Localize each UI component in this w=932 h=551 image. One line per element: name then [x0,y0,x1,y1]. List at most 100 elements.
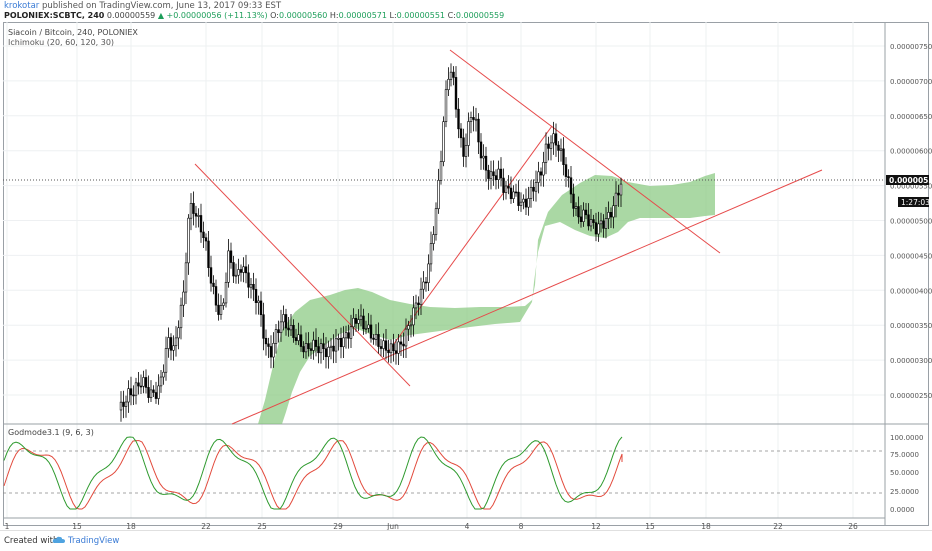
candle-body [274,329,278,344]
candle-body [522,198,525,203]
candle-body [194,213,198,217]
candle-body [442,121,445,163]
tradingview-brand[interactable]: TradingView [68,536,120,546]
candle-body [327,346,330,358]
trendline-up-2 [231,169,823,425]
candle-body [199,215,203,233]
candle-body [569,177,573,195]
current-price-tag [886,175,929,185]
time-tick-label: 25 [257,522,267,531]
candle-body [519,201,523,206]
price-tick-label: 0.00000300 [890,357,932,365]
candle-body [547,143,550,149]
time-tick-label: 1 [5,522,10,531]
candle-body [497,168,500,180]
time-tick-label: 12 [591,522,601,531]
candle-body [164,348,168,373]
candle-body [549,142,553,149]
price-tick-label: 0.00000250 [890,392,932,400]
candle-body [447,78,450,91]
price-tick-label: 0.00000350 [890,322,932,330]
candle-body [412,307,415,326]
candle-body [374,334,378,340]
candle-body [399,341,403,345]
candle-body [222,302,225,306]
price-tick-label: 0.00000400 [890,287,932,295]
candle-body [289,324,293,331]
candle-body [244,266,248,274]
candle-body [352,317,355,328]
candle-body [384,340,388,351]
candle-body [152,389,155,393]
candle-body [517,191,520,206]
candle-body [414,302,418,309]
time-tick-label: Jun [386,522,399,531]
ohlc-o-label: O: [270,11,279,20]
candle-body [509,187,513,199]
candle-body [542,162,545,176]
candle-body [472,117,475,120]
candle-body [159,376,163,387]
candle-body [459,128,463,139]
candle-body [137,382,140,387]
candle-body [572,193,575,209]
price-axis[interactable]: 0.00000750 0.00000700 0.00000650 0.00000600… [890,43,932,400]
candle-body [342,337,345,348]
author-link[interactable]: krokotar [4,1,40,11]
candle-body [602,220,605,229]
candle-body [382,340,385,349]
chart-frame[interactable] [3,22,929,526]
candle-body [262,314,265,339]
candle-body [344,332,348,339]
candle-body [464,145,468,157]
candle-body [487,169,490,179]
candle-body [347,332,350,339]
candle-body [359,315,363,320]
candle-body [319,343,323,354]
candle-body [617,192,620,196]
countdown-tag-text: 1:27:03 [901,198,930,207]
candle-body [379,346,383,349]
candle-body [309,348,313,351]
candle-body [142,377,145,387]
ohlc-h-value: 0.00000571 [338,11,387,20]
candle-body [502,177,505,193]
candle-body [609,212,613,218]
trendline-down-1 [194,163,411,387]
trendline-up-1 [387,125,553,353]
candle-body [292,324,295,338]
candle-body [282,314,285,323]
candle-body [492,171,495,176]
ohlc-o-value: 0.00000560 [278,11,328,20]
ohlc-h-label: H: [329,11,339,20]
candle-body [174,337,178,347]
candle-body [119,401,123,411]
candle-body [299,334,303,347]
candle-body [564,164,568,177]
published-text: published on TradingView.com, June 13, 2… [42,1,282,11]
candle-body [264,337,268,345]
candle-body [154,392,158,399]
time-axis[interactable]: 1 15 18 22 25 29 Jun 4 8 12 15 18 22 26 [5,522,858,531]
candle-body [402,343,405,347]
candle-body [162,371,165,378]
candles [119,63,623,422]
ohlc-l-label: L: [389,11,397,20]
candle-body [302,346,305,353]
candle-body [354,317,358,324]
candle-body [457,108,460,130]
candle-body [254,289,258,303]
candle-body [197,215,200,217]
candle-body [124,401,128,407]
ohlc-c-label: C: [447,11,456,20]
candle-body [334,338,338,352]
osc-green-line [3,436,623,510]
candle-body [234,274,238,277]
publish-info: krokotar published on TradingView.com, J… [4,1,281,11]
candle-body [429,243,433,265]
osc-axis[interactable]: 100.0000 75.0000 50.0000 25.0000 0.0000 [890,434,923,514]
ohlc-l-value: 0.00000551 [396,11,446,20]
grid-lines [3,22,885,518]
candle-body [317,346,320,354]
